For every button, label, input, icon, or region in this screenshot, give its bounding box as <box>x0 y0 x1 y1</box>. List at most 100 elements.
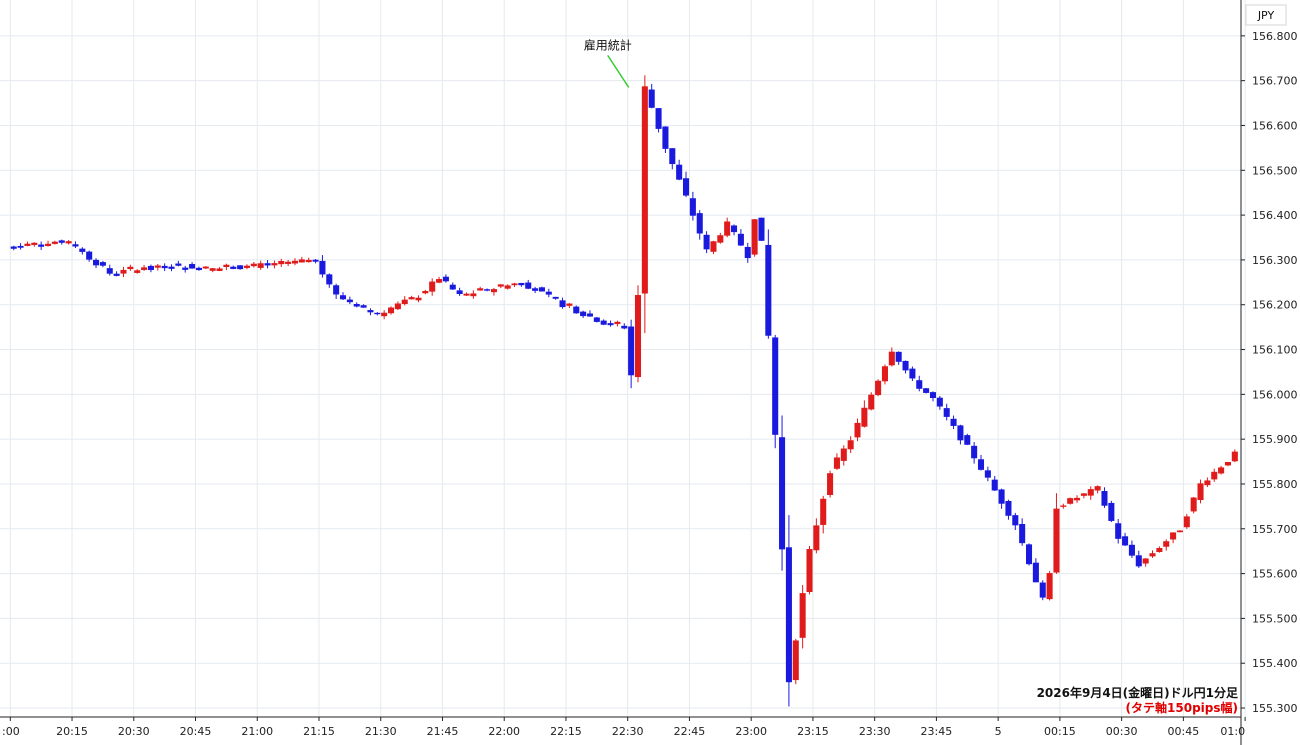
candle-body <box>600 320 607 325</box>
candle-body <box>552 296 559 299</box>
candle <box>875 379 882 397</box>
candle-body <box>854 422 861 438</box>
candle-body <box>65 241 72 244</box>
candle <box>202 266 209 269</box>
candle <box>641 75 648 334</box>
caption-date: 2026年9月4日(金曜日)ドル円1分足 <box>1037 685 1238 700</box>
candle-body <box>861 407 868 427</box>
candle <box>285 259 292 267</box>
x-tick-label: :00 <box>2 725 20 738</box>
candle-body <box>566 303 573 306</box>
candle <box>120 266 127 278</box>
candle-body <box>127 266 134 270</box>
candle <box>1183 513 1190 529</box>
candle-body <box>285 261 292 264</box>
candle-body <box>264 263 271 266</box>
candle <box>545 288 552 298</box>
candle <box>367 308 374 316</box>
candle <box>195 266 202 271</box>
candle-body <box>593 317 600 322</box>
candle-body <box>202 266 209 269</box>
candle-body <box>353 303 360 307</box>
candle-body <box>1046 573 1053 600</box>
candle-body <box>881 366 888 382</box>
candle-body <box>1204 480 1211 486</box>
candle <box>388 306 395 315</box>
candle-body <box>1149 553 1156 557</box>
candle-body <box>559 300 566 308</box>
candle-body <box>367 310 374 313</box>
candle <box>113 271 120 277</box>
candle-body <box>710 241 717 252</box>
candle <box>1218 465 1225 475</box>
candle <box>490 287 497 296</box>
candle-body <box>504 285 511 289</box>
candle-body <box>689 198 696 216</box>
candle <box>38 241 45 250</box>
candle <box>861 400 868 428</box>
candle <box>477 286 484 291</box>
candle-body <box>1170 532 1177 540</box>
candle <box>1163 539 1170 551</box>
candle <box>1142 558 1149 567</box>
candle-body <box>1039 582 1046 598</box>
candle <box>381 310 388 320</box>
candle-body <box>257 263 264 268</box>
candle <box>532 286 539 294</box>
candle-body <box>545 291 552 295</box>
candle <box>168 264 175 272</box>
candle-body <box>991 479 998 491</box>
candle <box>264 260 271 269</box>
candle-body <box>141 267 148 270</box>
candle <box>339 292 347 300</box>
y-tick-label: 156.000 <box>1252 388 1298 401</box>
candle <box>106 264 113 276</box>
candle <box>593 316 600 323</box>
candle <box>319 255 326 278</box>
candle-body <box>120 269 127 274</box>
candle-body <box>923 388 930 393</box>
candle <box>655 108 662 133</box>
candle <box>868 392 875 411</box>
candle-body <box>195 267 202 271</box>
candle-body <box>237 265 244 270</box>
candle <box>257 260 264 270</box>
candle-body <box>1005 500 1012 516</box>
candle-body <box>168 266 175 269</box>
currency-label: JPY <box>1257 9 1275 22</box>
candle-body <box>703 234 710 250</box>
candle <box>1170 532 1177 544</box>
candle-body <box>1025 544 1033 565</box>
annotation: 雇用統計 <box>584 37 632 88</box>
candle <box>1231 449 1238 463</box>
candle-body <box>1053 508 1060 573</box>
candle-body <box>758 217 765 241</box>
candle <box>442 274 449 283</box>
y-tick-label: 155.400 <box>1252 657 1298 670</box>
x-tick-label: 22:00 <box>488 725 520 738</box>
candle <box>58 239 65 245</box>
candle <box>278 258 285 268</box>
candle-body <box>44 243 52 247</box>
candle-body <box>415 297 422 301</box>
candle-body <box>374 312 381 315</box>
candle-body <box>936 397 943 407</box>
candle-body <box>1128 544 1135 556</box>
candle <box>628 319 635 389</box>
candle <box>470 290 477 299</box>
y-tick-label: 156.300 <box>1252 254 1298 267</box>
candle-body <box>72 244 79 247</box>
x-tick-label: 00:30 <box>1106 725 1138 738</box>
candle-body <box>312 259 319 262</box>
candle <box>854 418 861 442</box>
candle <box>1149 550 1156 558</box>
candle <box>648 84 655 109</box>
candle <box>909 366 916 382</box>
candle-body <box>10 246 17 249</box>
candle-body <box>339 295 347 300</box>
y-tick-label: 155.500 <box>1252 612 1298 625</box>
candle-body <box>532 288 539 291</box>
candle-body <box>388 307 395 314</box>
candle <box>525 279 532 290</box>
